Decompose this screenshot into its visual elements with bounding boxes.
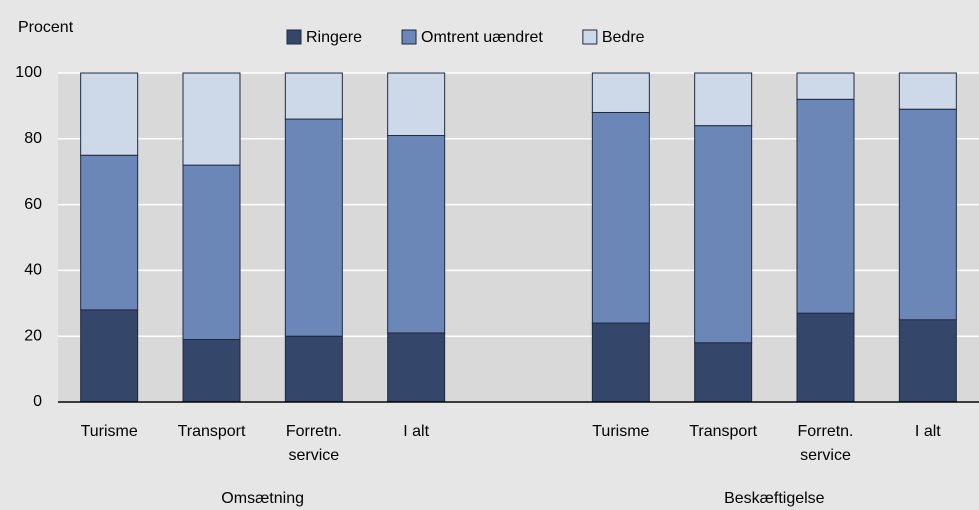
bar-segment: [591, 322, 650, 403]
legend-label: Bedre: [602, 29, 645, 46]
bar-segment: [182, 338, 241, 403]
x-tick-label: Transport: [177, 423, 246, 440]
bar-segment: [694, 72, 753, 127]
x-tick-label: Transport: [689, 423, 758, 440]
x-tick-label: I alt: [403, 423, 430, 440]
bar-segment: [284, 335, 343, 403]
legend-swatch: [401, 29, 417, 45]
y-tick-label: 20: [24, 327, 42, 344]
y-tick-label: 80: [24, 130, 42, 147]
x-tick-label: Turisme: [592, 423, 650, 440]
bar-segment: [387, 72, 446, 137]
bar-segment: [898, 319, 957, 403]
legend-swatch: [582, 29, 598, 45]
y-tick-label: 60: [24, 196, 42, 213]
bar-segment: [898, 108, 957, 321]
x-tick-label: I alt: [914, 423, 941, 440]
group-label: Omsætning: [221, 490, 304, 507]
x-tick-label: Forretn. service: [797, 423, 854, 464]
legend-label: Ringere: [306, 29, 362, 46]
x-tick-label: Forretn. service: [285, 423, 342, 464]
legend-swatch: [286, 29, 302, 45]
x-tick-label: Turisme: [80, 423, 138, 440]
bar-segment: [387, 135, 446, 334]
y-tick-label: 100: [15, 64, 42, 81]
bar-segment: [796, 312, 855, 403]
y-tick-label: 40: [24, 262, 42, 279]
legend-label: Omtrent uændret: [421, 29, 543, 46]
bar-segment: [182, 164, 241, 340]
bar-segment: [80, 154, 139, 311]
bar-segment: [80, 309, 139, 403]
bar-segment: [80, 72, 139, 156]
bar-segment: [284, 72, 343, 120]
group-label: Beskæftigelse: [724, 490, 825, 507]
bar-segment: [284, 118, 343, 337]
bar-segment: [694, 125, 753, 344]
bar-segment: [591, 111, 650, 324]
bar-segment: [182, 72, 241, 166]
y-tick-label: 0: [33, 393, 42, 410]
bar-segment: [796, 98, 855, 314]
bar-segment: [387, 332, 446, 403]
bar-segment: [694, 342, 753, 403]
bar-segment: [591, 72, 650, 113]
bar-segment: [898, 72, 957, 110]
y-axis-label: Procent: [18, 19, 74, 36]
bar-segment: [796, 72, 855, 100]
